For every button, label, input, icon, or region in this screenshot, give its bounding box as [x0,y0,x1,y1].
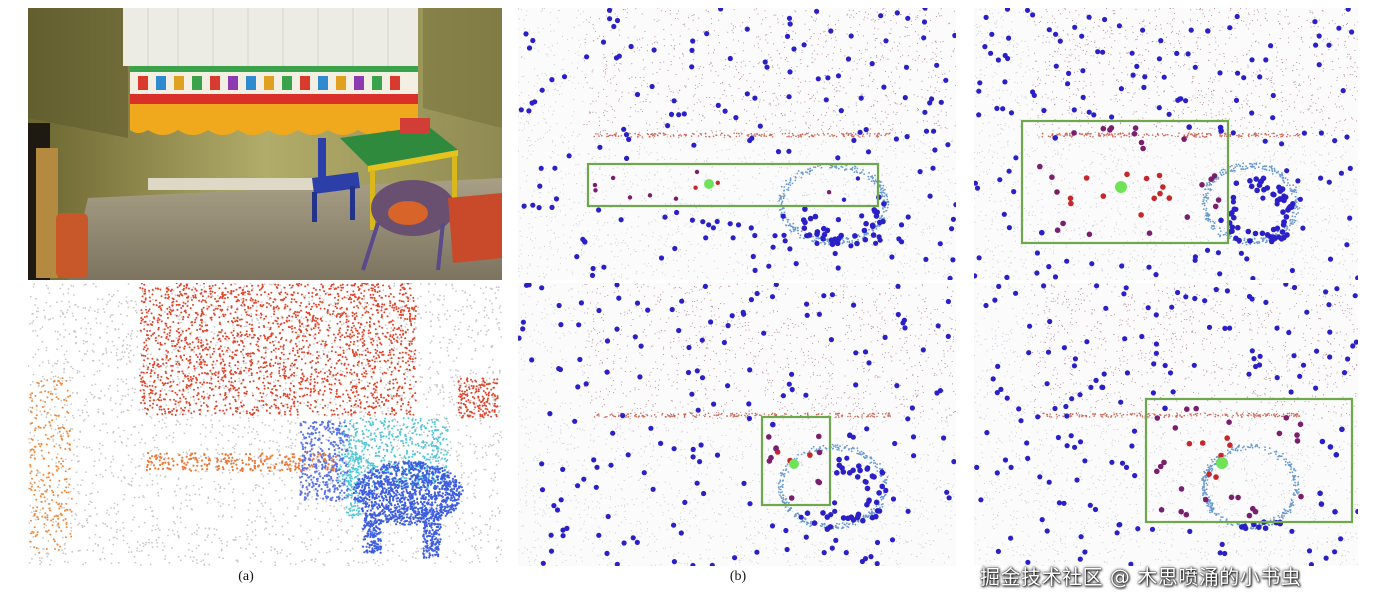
attention-panel-c-top [974,8,1358,280]
watermark: 掘金技术社区 @ 木思喷涌的小书虫 [980,561,1301,590]
rgb-photo-panel [28,8,502,280]
attention-cloud-b-bottom [518,283,956,566]
attention-cloud-c-bottom [974,283,1358,566]
segmentation-point-cloud [28,283,502,566]
subfigure-label-a: (a) [238,569,254,585]
attention-cloud-b-top [518,8,956,280]
rgb-photo [28,8,502,280]
attention-bounding-box [1020,119,1230,245]
attention-bounding-box [1144,397,1354,524]
query-seed-point [704,179,714,189]
query-seed-point [789,459,799,469]
attention-bounding-box [586,162,880,208]
subfigure-label-b: (b) [730,569,746,585]
query-seed-point [1115,181,1127,193]
attention-cloud-c-top [974,8,1358,280]
attention-panel-b-bottom [518,283,956,566]
attention-panel-b-top [518,8,956,280]
segmentation-point-cloud-panel [28,283,502,566]
query-seed-point [1216,457,1228,469]
attention-bounding-box [760,415,832,507]
attention-panel-c-bottom [974,283,1358,566]
